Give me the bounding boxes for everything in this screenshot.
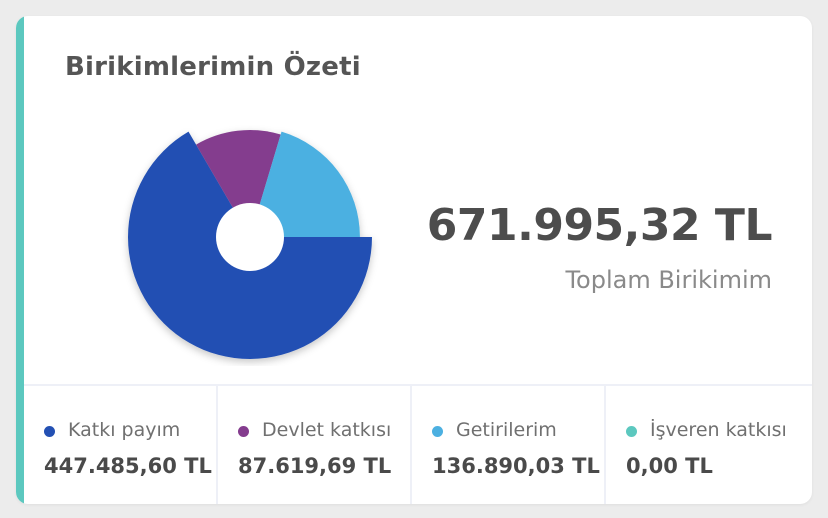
legend-dot [44, 426, 55, 437]
card-title: Birikimlerimin Özeti [65, 52, 361, 82]
total-savings-amount: 671.995,32 TL [426, 200, 773, 251]
legend-label: Devlet katkısı [262, 419, 392, 441]
pie-slice-devlet-katk-s-[interactable] [196, 130, 281, 237]
legend-item-katki-payim[interactable]: Katkı payım 447.485,60 TL [24, 386, 218, 504]
legend-dot [238, 426, 249, 437]
legend-dot [626, 426, 637, 437]
accent-bar [16, 16, 24, 504]
legend-item-devlet-katkisi[interactable]: Devlet katkısı 87.619,69 TL [218, 386, 412, 504]
savings-donut-chart [127, 130, 372, 359]
donut-hole [216, 203, 284, 271]
legend-item-getirilerim[interactable]: Getirilerim 136.890,03 TL [412, 386, 606, 504]
legend-dot [432, 426, 443, 437]
legend-label: Katkı payım [68, 419, 181, 441]
legend-value: 0,00 TL [626, 454, 713, 478]
pie-slice-getirilerim[interactable] [250, 131, 360, 237]
legend-value: 136.890,03 TL [432, 454, 600, 478]
legend: Katkı payım 447.485,60 TL Devlet katkısı… [24, 384, 812, 504]
savings-summary-card: Birikimlerimin Özeti 671.995,32 TL Topla… [16, 16, 812, 504]
total-savings-label: Toplam Birikimim [565, 266, 772, 294]
legend-value: 87.619,69 TL [238, 454, 392, 478]
legend-label: Getirilerim [456, 419, 557, 441]
legend-value: 447.485,60 TL [44, 454, 212, 478]
legend-item-isveren-katkisi[interactable]: İşveren katkısı 0,00 TL [606, 386, 800, 504]
legend-label: İşveren katkısı [650, 419, 787, 441]
